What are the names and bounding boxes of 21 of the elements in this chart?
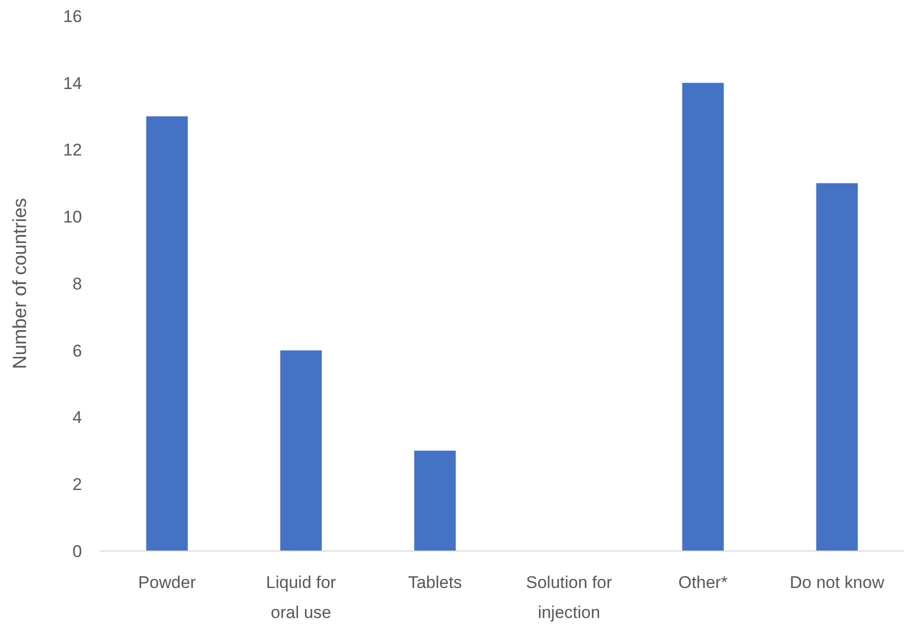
x-tick-label: Liquid for oral use: [266, 573, 336, 622]
x-tick-label: Do not know: [790, 573, 885, 592]
y-tick-label: 14: [63, 74, 82, 93]
y-axis-title: Number of countries: [10, 198, 31, 370]
bar: [146, 116, 188, 551]
y-tick-label: 8: [72, 274, 82, 294]
x-tick-label: Other*: [678, 573, 728, 592]
bar: [682, 82, 724, 551]
bar: [414, 450, 456, 551]
bar: [816, 183, 858, 551]
y-tick-label: 16: [63, 6, 82, 26]
x-tick-label: Powder: [138, 573, 196, 592]
y-tick-label: 2: [72, 475, 82, 494]
x-tick-label: Tablets: [408, 573, 462, 592]
x-tick-label: Solution for injection: [526, 573, 612, 622]
y-tick-label: 12: [63, 140, 82, 160]
y-tick-label: 4: [72, 408, 82, 428]
y-tick-label: 0: [72, 542, 82, 561]
bar: [280, 350, 322, 551]
y-tick-label: 6: [72, 341, 82, 360]
y-tick-label: 10: [63, 208, 82, 227]
